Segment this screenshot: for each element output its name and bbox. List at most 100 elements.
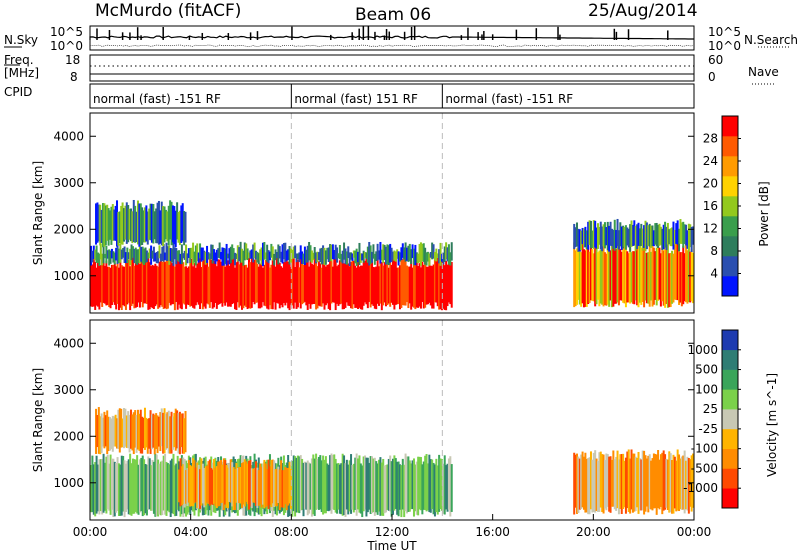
heatmap-cell: [361, 465, 364, 518]
heatmap-cell: [337, 264, 340, 306]
heatmap-cell: [638, 458, 641, 511]
heatmap-cell: [429, 252, 432, 258]
heatmap-cell: [110, 264, 113, 305]
heatmap-cell: [164, 262, 167, 309]
heatmap-cell: [134, 258, 137, 308]
heatmap-cell: [236, 258, 239, 303]
heatmap-cell: [605, 453, 608, 511]
heatmap-cell: [130, 258, 133, 306]
heatmap-cell: [366, 246, 369, 263]
heatmap-cell: [136, 455, 139, 514]
heatmap-cell: [657, 244, 660, 301]
heatmap-cell: [390, 247, 393, 262]
heatmap-cell: [147, 252, 150, 259]
heatmap-cell: [284, 256, 287, 306]
heatmap-cell: [310, 263, 313, 305]
heatmap-cell: [352, 463, 355, 513]
heatmap-cell: [169, 258, 172, 306]
heatmap-cell: [298, 267, 301, 303]
heatmap-cell: [401, 458, 404, 510]
heatmap-cell: [95, 267, 98, 306]
heatmap-cell: [601, 226, 604, 252]
heatmap-cell: [250, 468, 253, 509]
heatmap-cell: [373, 457, 376, 516]
velocity-colorbar: 1000 500 100 25 -25 -100 -500 -1000: [683, 329, 741, 509]
heatmap-cell: [351, 257, 354, 309]
heatmap-cell: [664, 244, 667, 308]
heatmap-cell: [659, 226, 662, 245]
heatmap-cell: [361, 253, 364, 261]
heatmap-cell: [622, 453, 625, 509]
heatmap-cell: [173, 413, 176, 448]
heatmap-cell: [322, 256, 325, 304]
heatmap-cell: [196, 243, 199, 261]
heatmap-cell: [126, 256, 129, 305]
heatmap-cell: [227, 260, 230, 307]
heatmap-cell: [665, 458, 668, 508]
heatmap-cell: [222, 458, 225, 511]
heatmap-cell: [194, 467, 197, 503]
heatmap-cell: [193, 263, 196, 309]
heatmap-cell: [408, 460, 411, 512]
heatmap-cell: [594, 450, 597, 513]
heatmap-cell: [648, 454, 651, 509]
heatmap-cell: [585, 230, 588, 250]
heatmap-cell: [411, 267, 414, 307]
freq-panel: [89, 54, 695, 82]
heatmap-cell: [671, 227, 674, 247]
heatmap-cell: [133, 459, 136, 514]
heatmap-cell: [584, 250, 587, 307]
heatmap-cell: [690, 455, 693, 512]
heatmap-cell: [164, 413, 167, 450]
nsearch-tick-bottom: 10^0: [708, 39, 741, 53]
heatmap-cell: [150, 203, 153, 243]
heatmap-cell: [390, 264, 393, 303]
heatmap-cell: [678, 454, 681, 512]
heatmap-cell: [364, 260, 367, 303]
heatmap-cell: [98, 253, 101, 266]
heatmap-cell: [164, 453, 167, 515]
heatmap-cell: [145, 464, 148, 516]
heatmap-cell: [598, 226, 601, 245]
heatmap-cell: [141, 455, 144, 517]
heatmap-cell: [238, 247, 241, 262]
date-title: 25/Aug/2014: [588, 1, 698, 21]
heatmap-cell: [271, 246, 274, 261]
heatmap-cell: [277, 262, 280, 304]
heatmap-cell: [617, 459, 620, 515]
heatmap-cell: [170, 411, 173, 454]
x-tick-label: 04:00: [173, 525, 208, 539]
heatmap-cell: [295, 253, 298, 263]
heatmap-cell: [250, 255, 253, 308]
heatmap-cell: [630, 252, 633, 303]
heatmap-cell: [312, 264, 315, 304]
heatmap-cell: [400, 255, 403, 308]
heatmap-cell: [333, 256, 336, 303]
heatmap-cell: [589, 451, 592, 510]
heatmap-cell: [90, 258, 92, 307]
heatmap-cell: [354, 250, 357, 264]
heatmap-cell: [208, 459, 211, 506]
heatmap-cell: [90, 245, 92, 266]
heatmap-cell: [231, 244, 234, 260]
power-y-ticks: 4000 3000 2000 1000: [53, 129, 694, 283]
heatmap-cell: [166, 258, 169, 309]
heatmap-cell: [149, 410, 152, 454]
heatmap-cell: [152, 413, 155, 448]
heatmap-cell: [447, 259, 450, 303]
heatmap-cell: [375, 251, 378, 261]
heatmap-cell: [134, 247, 137, 264]
heatmap-cell: [605, 253, 608, 306]
heatmap-cell: [450, 261, 453, 308]
heatmap-cell: [280, 460, 283, 508]
heatmap-cell: [447, 244, 450, 265]
heatmap-cell: [364, 252, 367, 258]
x-axis-ticks: 00:00 04:00 08:00 12:00 16:00 20:00 00:00: [73, 514, 711, 539]
velocity-y-ticks: 4000 3000 2000 1000: [53, 336, 694, 490]
heatmap-cell: [341, 258, 344, 310]
heatmap-cell: [95, 245, 98, 263]
heatmap-cell: [91, 264, 94, 307]
heatmap-cell: [629, 247, 632, 304]
heatmap-cell: [157, 416, 160, 447]
heatmap-cell: [92, 259, 95, 307]
